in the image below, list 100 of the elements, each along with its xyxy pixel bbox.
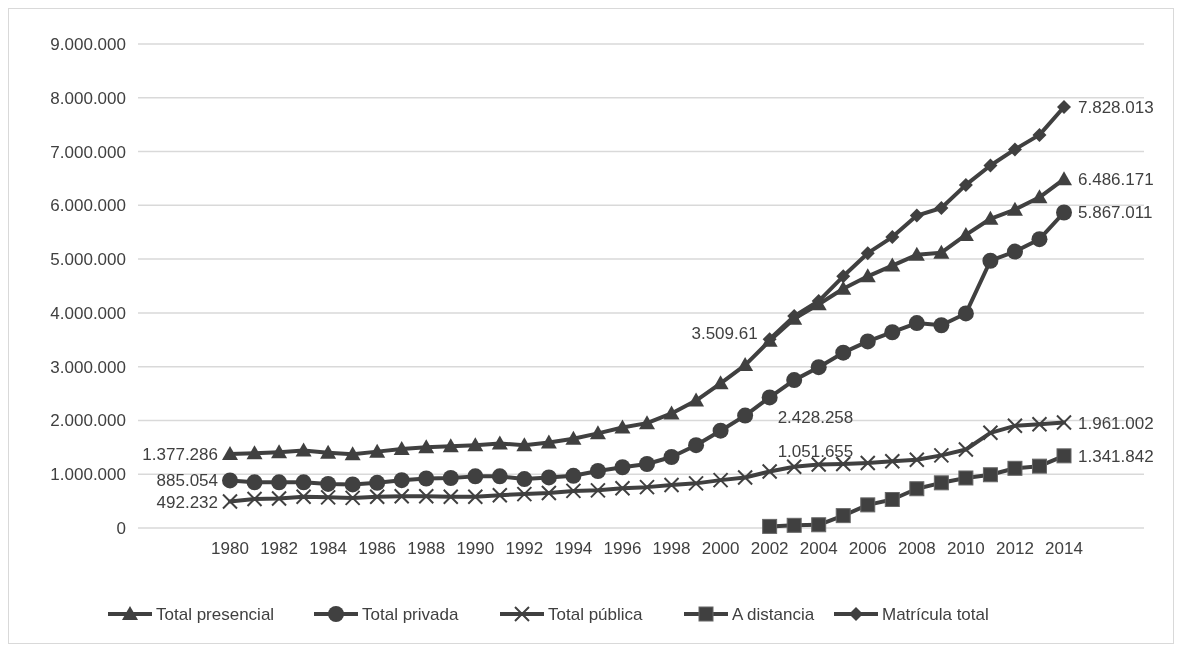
y-tick-label: 5.000.000 (50, 250, 126, 270)
point (1007, 460, 1023, 476)
point (614, 419, 631, 434)
x-tick-label: 2000 (701, 539, 740, 558)
point (393, 472, 410, 489)
point (369, 488, 386, 505)
point (737, 357, 754, 372)
point (688, 437, 705, 454)
x-tick-label: 1996 (603, 539, 642, 558)
point (344, 446, 361, 461)
point (639, 456, 655, 472)
point (712, 375, 729, 390)
point (811, 517, 827, 533)
point (1031, 231, 1048, 248)
point (393, 440, 410, 455)
point (589, 463, 606, 479)
point (688, 392, 705, 407)
data-label: 7.828.013 (1078, 98, 1154, 118)
point (246, 490, 263, 507)
point (344, 476, 361, 493)
data-label: 1.961.002 (1078, 413, 1154, 433)
point (540, 485, 557, 502)
point (810, 456, 827, 473)
point (1031, 416, 1048, 433)
data-label: 3.509.61 (691, 324, 758, 344)
point (320, 475, 337, 492)
x-tick-label: 1980 (211, 539, 249, 558)
point (614, 459, 631, 476)
legend-label: Total pública (548, 605, 644, 624)
point (761, 389, 778, 406)
point (1007, 142, 1022, 157)
point (271, 474, 288, 491)
point (516, 437, 533, 452)
point (786, 517, 802, 533)
x-tick-label: 1992 (505, 539, 544, 558)
point (908, 451, 925, 468)
point (836, 269, 851, 284)
data-label: 1.377.286 (142, 444, 218, 464)
data-label: 885.054 (156, 471, 218, 491)
point (786, 372, 803, 389)
point (589, 482, 606, 499)
point (295, 488, 312, 505)
point (934, 201, 949, 216)
point (859, 268, 876, 283)
point (663, 476, 680, 493)
point (908, 315, 925, 332)
legend-label: A distancia (732, 605, 815, 624)
point (222, 493, 238, 510)
point (565, 467, 582, 484)
x-tick-label: 1994 (554, 539, 593, 558)
data-label: 5.867.011 (1078, 203, 1153, 223)
point (933, 447, 950, 464)
point (369, 474, 386, 491)
point (860, 246, 875, 261)
point (835, 280, 852, 295)
point (663, 449, 680, 466)
data-label: 1.051.655 (777, 442, 854, 462)
x-tick-label: 2014 (1045, 539, 1083, 558)
point (1056, 448, 1072, 464)
point (1057, 100, 1071, 115)
point (565, 430, 582, 445)
y-tick-label: 1.000.000 (50, 465, 126, 485)
point (222, 445, 238, 460)
point (860, 497, 876, 513)
point (908, 246, 925, 261)
point (1006, 243, 1023, 260)
point (835, 344, 852, 361)
x-tick-label: 1988 (407, 539, 446, 558)
point (884, 453, 901, 470)
point (884, 324, 901, 341)
x-tick-label: 2006 (848, 539, 887, 558)
y-tick-label: 3.000.000 (50, 357, 126, 377)
point (663, 405, 680, 420)
point (859, 454, 876, 471)
x-tick-label: 1986 (358, 539, 397, 558)
point (835, 456, 852, 472)
point (909, 481, 925, 497)
point (933, 475, 949, 491)
point (810, 359, 827, 376)
point (884, 492, 900, 507)
x-tick-label: 2002 (750, 539, 789, 558)
point (737, 469, 754, 486)
x-tick-label: 2010 (946, 539, 985, 558)
point (639, 479, 655, 496)
point (393, 488, 410, 505)
point (982, 424, 999, 441)
legend-label: Total presencial (156, 605, 275, 624)
y-tick-label: 0 (116, 519, 126, 538)
point (1032, 127, 1047, 142)
y-tick-label: 4.000.000 (50, 303, 126, 323)
point (1031, 189, 1048, 204)
point (467, 488, 484, 505)
y-tick-label: 6.000.000 (50, 196, 126, 216)
y-tick-label: 7.000.000 (50, 142, 126, 162)
point (1006, 417, 1023, 434)
point (320, 489, 337, 506)
legend-label: Total privada (362, 605, 459, 624)
point (762, 518, 778, 534)
point (295, 474, 312, 491)
point (246, 474, 263, 491)
